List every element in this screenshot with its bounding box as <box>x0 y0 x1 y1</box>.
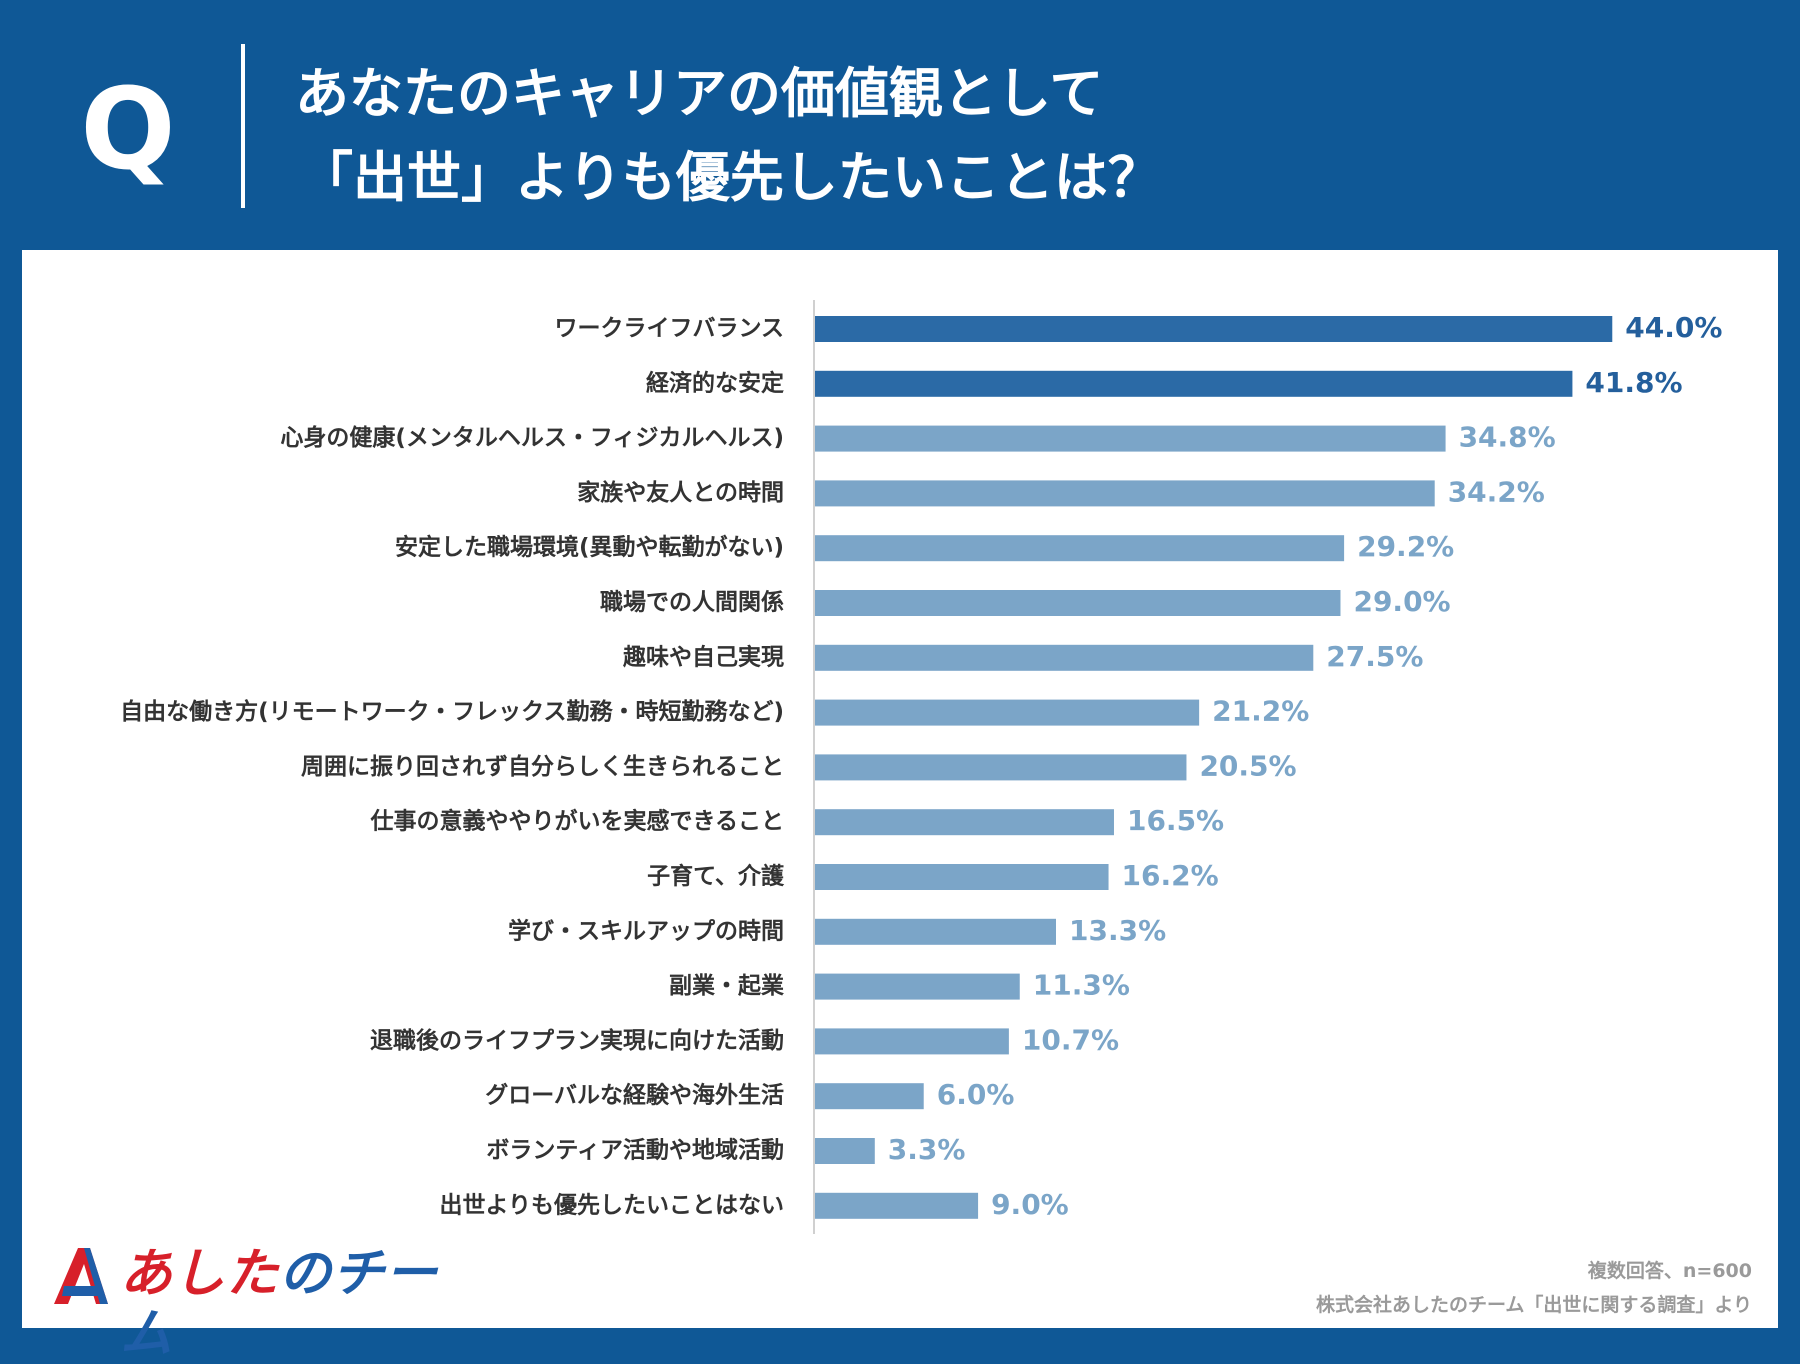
bar <box>815 1138 875 1164</box>
bar <box>815 809 1114 836</box>
value-label: 41.8% <box>1585 366 1682 399</box>
bar <box>815 316 1613 342</box>
bar <box>815 644 1314 671</box>
value-label: 13.3% <box>1069 914 1166 947</box>
category-label: 家族や友人との時間 <box>577 479 784 506</box>
category-label: ワークライフバランス <box>554 316 784 342</box>
value-label: 21.2% <box>1212 695 1309 728</box>
value-label: 3.3% <box>888 1133 966 1166</box>
header-divider <box>241 44 245 208</box>
value-label: 16.5% <box>1127 804 1224 837</box>
source-note: 株式会社あしたのチーム「出世に関する調査」より <box>1315 1294 1752 1316</box>
category-label: 安定した職場環境(異動や転勤がない) <box>395 534 784 561</box>
category-label: 仕事の意義ややりがいを実感できること <box>369 808 784 835</box>
value-label: 34.2% <box>1448 475 1545 508</box>
category-label: 自由な働き方(リモートワーク・フレックス勤務・時短勤務など) <box>120 698 784 725</box>
bar-chart: ワークライフバランス 44.0% 経済的な安定 41.8% 心身の健康(メンタルヘルス・… <box>120 300 1722 1234</box>
logo-text-no: の <box>279 1244 333 1304</box>
category-label: 周囲に振り回されず自分らしく生きられること <box>301 753 784 780</box>
category-label: 趣味や自己実現 <box>622 643 784 670</box>
value-label: 11.3% <box>1033 969 1130 1002</box>
logo-text-ashita: あした <box>120 1244 280 1304</box>
value-label: 44.0% <box>1625 311 1722 344</box>
bar <box>815 425 1446 452</box>
value-label: 16.2% <box>1122 859 1219 892</box>
value-label: 29.2% <box>1357 530 1454 563</box>
category-label: 心身の健康(メンタルヘルス・フィジカルヘルス) <box>280 424 784 451</box>
chart-panel: ワークライフバランス 44.0% 経済的な安定 41.8% 心身の健康(メンタルヘルス・… <box>22 250 1778 1364</box>
value-label: 34.8% <box>1459 421 1556 454</box>
bar <box>815 973 1020 1000</box>
value-label: 10.7% <box>1022 1023 1119 1056</box>
bar <box>815 1192 979 1219</box>
bar <box>815 754 1187 781</box>
bar <box>815 1028 1009 1055</box>
logo-text-team: チーム <box>120 1244 439 1364</box>
category-label: 子育て、介護 <box>647 863 785 890</box>
category-label: ボランティア活動や地域活動 <box>486 1137 784 1164</box>
sample-note: 複数回答、n=600 <box>1587 1260 1752 1282</box>
value-label: 9.0% <box>991 1188 1069 1221</box>
question-title-line1: あなたのキャリアの価値観として <box>295 62 1104 125</box>
bar <box>815 370 1573 397</box>
category-label: 出世よりも優先したいことはない <box>439 1192 784 1218</box>
value-label: 20.5% <box>1199 749 1296 782</box>
question-title-line2: 「出世」よりも優先したいことは？ <box>299 146 1162 209</box>
category-label: 職場での人間関係 <box>600 589 784 616</box>
bar <box>815 918 1056 945</box>
bar <box>815 864 1109 890</box>
bar <box>815 1083 924 1110</box>
logo-text: あしたのチーム <box>120 1244 468 1364</box>
value-label: 6.0% <box>937 1078 1015 1111</box>
question-mark: Q <box>80 65 176 195</box>
category-label: 経済的な安定 <box>646 369 784 396</box>
value-label: 27.5% <box>1326 640 1423 673</box>
bar <box>815 480 1435 507</box>
category-label: 学び・スキルアップの時間 <box>508 917 784 944</box>
bar <box>815 590 1341 616</box>
value-label: 29.0% <box>1353 585 1450 618</box>
question-header: Q あなたのキャリアの価値観として 「出世」よりも優先したいことは？ <box>0 0 1800 250</box>
bar <box>815 699 1200 726</box>
category-label: 退職後のライフプラン実現に向けた活動 <box>370 1027 784 1054</box>
category-label: 副業・起業 <box>669 972 785 999</box>
question-title: あなたのキャリアの価値観として 「出世」よりも優先したいことは？ <box>295 52 1775 220</box>
company-logo: あしたのチーム <box>48 1240 468 1364</box>
category-label: グローバルな経験や海外生活 <box>485 1082 784 1109</box>
logo-a-icon <box>54 1248 108 1304</box>
bar <box>815 535 1345 562</box>
